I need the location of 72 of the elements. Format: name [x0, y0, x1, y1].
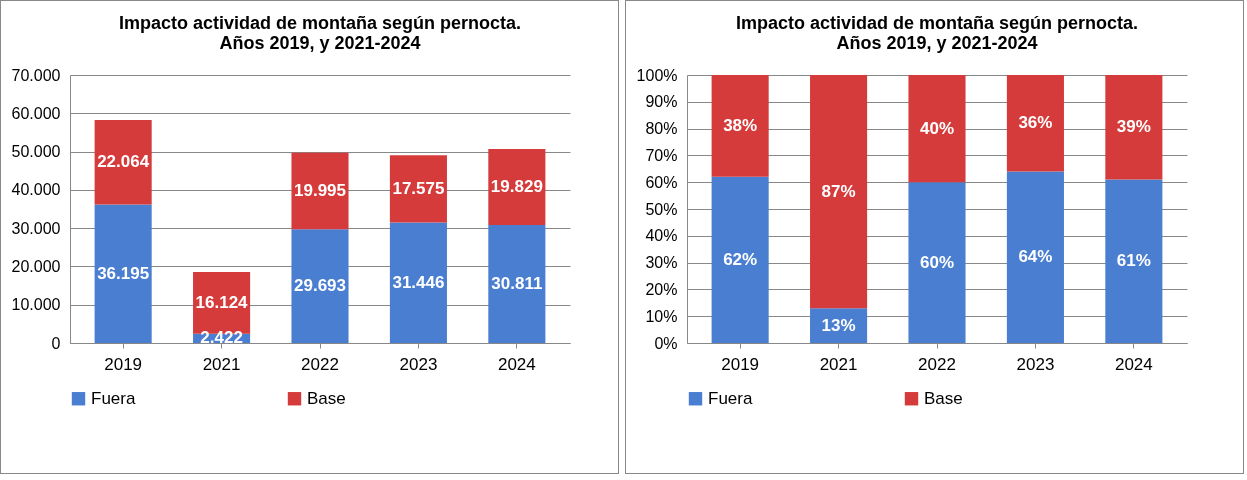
legend-label: Fuera: [91, 388, 136, 408]
data-label: 36.195: [97, 263, 150, 283]
bar: [94, 204, 152, 343]
x-tick-label: 2019: [721, 354, 760, 374]
bar: [389, 222, 447, 343]
bar: [488, 149, 546, 226]
x-tick-label: 2023: [399, 354, 438, 374]
y-tick-label: 0%: [654, 334, 678, 352]
y-tick-label: 30.000: [11, 219, 61, 237]
data-label: 60%: [919, 252, 955, 272]
bar: [291, 152, 349, 230]
data-label: 17.575: [392, 178, 445, 198]
legend-label: Fuera: [708, 388, 753, 408]
y-tick-label: 70.000: [11, 66, 61, 84]
x-tick-label: 2021: [819, 354, 858, 374]
y-tick-label: 60.000: [11, 104, 61, 122]
data-label: 13%: [821, 315, 856, 335]
bar: [908, 182, 966, 343]
x-tick-label: 2019: [104, 354, 143, 374]
bar: [1105, 75, 1163, 180]
x-tick-label: 2023: [1016, 354, 1055, 374]
bar: [389, 155, 447, 223]
x-tick-label: 2024: [497, 354, 536, 374]
y-tick-label: 10.000: [11, 296, 61, 314]
data-label: 87%: [821, 181, 856, 201]
data-label: 2.422: [200, 328, 243, 348]
data-label: 31.446: [392, 272, 445, 292]
x-tick-label: 2022: [301, 354, 339, 374]
bar: [711, 75, 769, 177]
data-label: 64%: [1018, 247, 1053, 267]
y-tick-label: 20.000: [11, 257, 61, 275]
data-label: 30.811: [491, 274, 543, 294]
y-tick-label: 80%: [645, 120, 678, 138]
bar: [1105, 179, 1163, 343]
data-label: 38%: [723, 115, 758, 135]
y-tick-label: 90%: [645, 93, 678, 111]
bar: [291, 229, 349, 343]
y-tick-label: 20%: [645, 280, 678, 298]
y-tick-label: 70%: [645, 146, 678, 164]
data-label: 61%: [1116, 251, 1151, 271]
y-tick-label: 60%: [645, 173, 678, 191]
bar: [488, 225, 546, 343]
y-tick-label: 50%: [645, 200, 678, 218]
x-tick-label: 2024: [1114, 354, 1153, 374]
legend-label: Base: [307, 388, 346, 408]
data-label: 36%: [1018, 113, 1053, 133]
y-tick-label: 0: [51, 334, 61, 352]
bar: [94, 119, 152, 205]
data-label: 19.995: [294, 181, 346, 201]
data-label: 19.829: [490, 177, 543, 197]
y-tick-label: 40.000: [11, 181, 61, 199]
chart-title: Impacto actividad de montaña según pernocta. Años 2019, y 2021-2024: [735, 13, 1139, 53]
data-label: 16.124: [195, 292, 249, 312]
bar: [1006, 171, 1064, 343]
y-tick-label: 30%: [645, 254, 678, 272]
data-label: 29.693: [294, 276, 346, 296]
bar: [711, 176, 769, 343]
chart-title: Impacto actividad de montaña según pernocta. Años 2019, y 2021-2024: [118, 13, 522, 53]
data-label: 40%: [919, 118, 955, 138]
bar: [908, 75, 966, 183]
legend-label: Base: [924, 388, 963, 408]
data-label: 22.064: [97, 152, 150, 172]
bar: [810, 75, 868, 309]
y-tick-label: 40%: [645, 227, 678, 245]
data-label: 62%: [723, 249, 758, 269]
data-label: 39%: [1116, 117, 1151, 137]
y-tick-label: 50.000: [11, 143, 61, 161]
x-tick-label: 2021: [202, 354, 241, 374]
y-tick-label: 100%: [636, 66, 678, 84]
bar: [1006, 75, 1064, 172]
x-tick-label: 2022: [918, 354, 956, 374]
y-tick-label: 10%: [645, 307, 678, 325]
